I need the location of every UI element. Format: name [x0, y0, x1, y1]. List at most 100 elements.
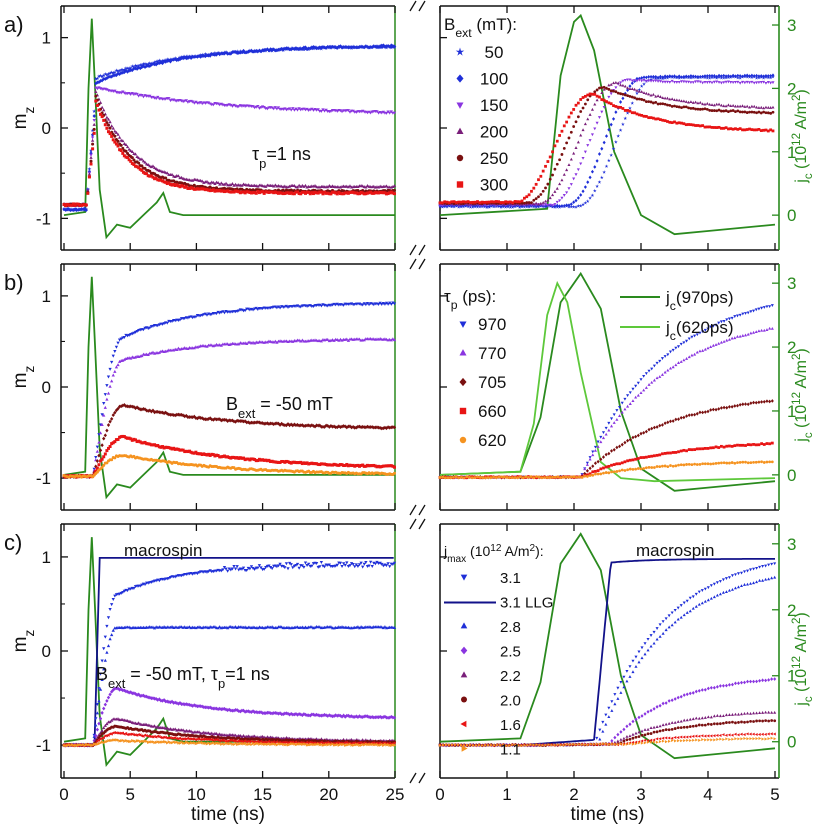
- data-point: [642, 467, 646, 470]
- data-point: [642, 91, 646, 95]
- data-point: [392, 471, 396, 475]
- data-point: [157, 58, 162, 63]
- axis-break-mark: [409, 518, 417, 530]
- data-point: [95, 80, 100, 85]
- data-point: [687, 355, 691, 359]
- data-point: [631, 659, 635, 663]
- data-point: [341, 562, 346, 566]
- data-point: [628, 402, 632, 405]
- data-point: [593, 445, 597, 449]
- data-point: [98, 448, 103, 453]
- data-point: [736, 585, 741, 589]
- data-point: [544, 186, 547, 190]
- data-point: [95, 449, 100, 453]
- data-point: [613, 702, 617, 706]
- data-point: [389, 302, 393, 306]
- data-point: [445, 200, 449, 204]
- data-point: [221, 707, 225, 711]
- data-point: [725, 338, 729, 342]
- data-point: [205, 53, 209, 58]
- data-point: [214, 52, 219, 57]
- data-point: [137, 161, 141, 165]
- data-point: [700, 688, 704, 692]
- data-point: [354, 563, 358, 567]
- data-point: [715, 126, 719, 129]
- data-point: [70, 203, 74, 207]
- data-point: [361, 424, 365, 429]
- data-point: [607, 428, 611, 432]
- data-point: [168, 57, 173, 62]
- data-point: [94, 99, 98, 103]
- data-point: [560, 178, 564, 182]
- data-point: [264, 565, 268, 569]
- data-point: [600, 86, 604, 89]
- data-point: [719, 74, 723, 78]
- data-point: [348, 184, 352, 188]
- data-point: [670, 74, 674, 79]
- data-point: [103, 123, 107, 127]
- data-point: [679, 360, 683, 363]
- data-point: [679, 694, 683, 699]
- data-point: [305, 564, 309, 568]
- data-point: [341, 303, 346, 307]
- data-point: [630, 95, 634, 99]
- data-point: [667, 614, 671, 618]
- data-point: [302, 190, 306, 194]
- data-point: [534, 201, 538, 205]
- data-point: [212, 50, 217, 55]
- data-point: [769, 128, 773, 132]
- data-point: [736, 127, 740, 131]
- data-point: [262, 567, 266, 571]
- data-point: [249, 565, 254, 569]
- data-point: [242, 456, 246, 460]
- data-point: [694, 604, 698, 608]
- jc-tick-label: 1: [787, 402, 796, 421]
- data-point: [619, 680, 623, 684]
- data-point: [658, 703, 662, 708]
- data-point: [102, 667, 106, 671]
- data-point: [318, 625, 322, 629]
- data-point: [256, 184, 260, 188]
- x-tick-label: 20: [319, 785, 338, 804]
- jc-axis-label-part: c: [803, 173, 815, 179]
- data-point: [122, 336, 127, 340]
- data-point: [345, 191, 349, 195]
- data-point: [189, 571, 193, 575]
- data-point: [452, 475, 455, 479]
- data-point: [102, 455, 106, 459]
- data-point: [610, 709, 614, 712]
- data-point: [762, 74, 766, 79]
- data-point: [631, 387, 635, 391]
- data-point: [738, 443, 742, 447]
- data-point: [727, 317, 731, 321]
- data-point: [705, 75, 710, 80]
- data-point: [170, 447, 174, 451]
- jc-tick-label: 1: [787, 667, 796, 686]
- data-point: [135, 66, 139, 71]
- data-point: [754, 400, 758, 405]
- data-point: [378, 714, 382, 719]
- data-point: [757, 127, 761, 131]
- data-point: [135, 92, 139, 96]
- axis-break: [409, 244, 426, 256]
- data-point: [583, 150, 587, 154]
- data-point: [140, 157, 144, 161]
- data-point: [119, 143, 123, 147]
- data-point: [159, 60, 163, 65]
- data-point: [717, 461, 721, 465]
- data-point: [345, 425, 349, 430]
- data-point: [262, 106, 266, 110]
- data-point: [303, 191, 307, 195]
- data-point: [738, 313, 742, 317]
- data-point: [283, 46, 287, 51]
- y-tick-label: 1: [42, 287, 51, 306]
- data-point: [712, 103, 716, 107]
- data-point: [706, 409, 710, 414]
- data-point: [389, 45, 394, 50]
- data-point: [189, 315, 193, 319]
- data-point: [665, 80, 670, 84]
- data-point: [319, 304, 324, 308]
- data-point: [485, 200, 489, 204]
- data-point: [100, 443, 104, 448]
- data-point: [770, 304, 774, 307]
